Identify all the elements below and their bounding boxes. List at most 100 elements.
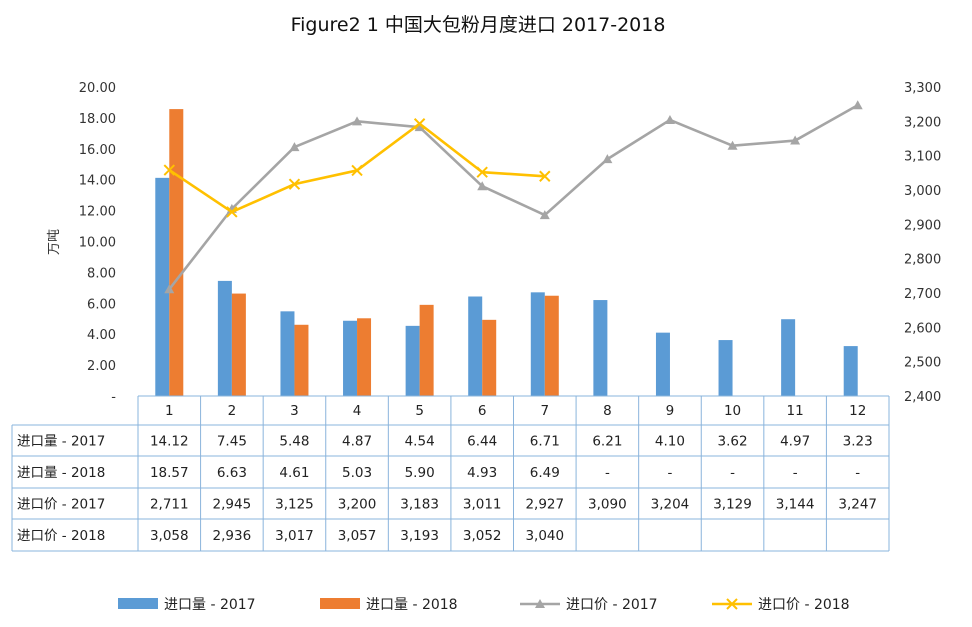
category-label: 11 xyxy=(787,403,804,419)
category-label: 12 xyxy=(849,403,866,419)
line-point-2017 xyxy=(727,140,738,150)
table-cell: 2,936 xyxy=(213,528,252,544)
bar-2017 xyxy=(718,340,733,396)
bar-2017 xyxy=(530,292,545,396)
legend-marker xyxy=(535,599,545,608)
category-label: 10 xyxy=(724,403,741,419)
table-cell: 14.12 xyxy=(150,434,189,450)
table-cell: 6.21 xyxy=(592,434,622,450)
table-cell: 3,129 xyxy=(713,497,752,513)
table-cell: 2,927 xyxy=(525,497,564,513)
table-cell: 4.97 xyxy=(780,434,810,450)
line-point-2018 xyxy=(539,170,551,182)
table-cell: 6.63 xyxy=(217,465,247,481)
bar-2018 xyxy=(357,318,372,396)
table-cell: - xyxy=(730,465,735,481)
y-right-tick-label: 2,400 xyxy=(904,390,941,405)
table-cell: 3,247 xyxy=(838,497,877,513)
y-right-tick-label: 3,300 xyxy=(904,81,941,96)
line-point-2018 xyxy=(413,118,426,130)
line-point-2017 xyxy=(414,122,425,132)
y-left-tick-label: 20.00 xyxy=(79,81,116,96)
line-series-2017 xyxy=(168,104,859,291)
table-cell: 3,058 xyxy=(150,528,189,544)
y-right-tick-label: 2,900 xyxy=(904,218,941,233)
y-axis-title: 万吨 xyxy=(47,229,62,255)
legend-label: 进口价 - 2018 xyxy=(758,597,850,613)
category-label: 8 xyxy=(603,403,612,419)
line-point-2017 xyxy=(164,284,175,294)
table-cell: 3.23 xyxy=(843,434,873,450)
chart-title: Figure2 1 中国大包粉月度进口 2017-2018 xyxy=(291,14,666,36)
y-right-tick-label: 3,100 xyxy=(904,150,941,165)
category-label: 3 xyxy=(290,403,299,419)
y-left-tick-label: 14.00 xyxy=(79,174,116,189)
line-point-2018 xyxy=(476,166,488,178)
table-cell: 3.62 xyxy=(718,434,748,450)
y-left-tick-label: 18.00 xyxy=(79,112,116,127)
y-left-tick-label: 16.00 xyxy=(79,143,116,158)
table-cell: 5.48 xyxy=(279,434,309,450)
bar-2018 xyxy=(419,304,434,396)
table-cell: 3,200 xyxy=(338,497,377,513)
line-point-2017 xyxy=(477,181,488,191)
table-cell: 2,945 xyxy=(213,497,252,513)
table-row-label: 进口量 - 2018 xyxy=(17,465,105,481)
table-cell: 5.03 xyxy=(342,465,372,481)
table-cell: 3,052 xyxy=(463,528,502,544)
table-cell: 3,193 xyxy=(400,528,439,544)
table-cell: 6.71 xyxy=(530,434,560,450)
bar-2018 xyxy=(294,324,309,396)
table-cell: 4.61 xyxy=(279,465,309,481)
category-label: 7 xyxy=(540,403,549,419)
bar-2017 xyxy=(343,320,358,396)
table-cell: 3,090 xyxy=(588,497,627,513)
bar-2017 xyxy=(280,311,295,396)
category-label: 6 xyxy=(478,403,487,419)
y-right-tick-label: 3,000 xyxy=(904,184,941,199)
table-cell: - xyxy=(793,465,798,481)
table-row-label: 进口价 - 2017 xyxy=(17,497,105,513)
table-cell: 18.57 xyxy=(150,465,189,481)
bar-2017 xyxy=(655,332,670,396)
line-point-2017 xyxy=(664,114,675,124)
table-cell: - xyxy=(605,465,610,481)
table-cell: 4.10 xyxy=(655,434,685,450)
table-cell: 5.90 xyxy=(405,465,435,481)
line-point-2017 xyxy=(289,142,300,152)
y-right-tick-label: 2,600 xyxy=(904,321,941,336)
legend-swatch xyxy=(118,598,158,609)
table-cell: 3,017 xyxy=(275,528,314,544)
line-point-2017 xyxy=(602,154,613,164)
line-point-2017 xyxy=(352,116,363,126)
table-cell: 3,057 xyxy=(338,528,377,544)
table-cell: 2,711 xyxy=(150,497,189,513)
category-label: 5 xyxy=(415,403,424,419)
table-cell: 6.44 xyxy=(467,434,497,450)
table-cell: 3,125 xyxy=(275,497,314,513)
table-cell: 4.54 xyxy=(405,434,435,450)
table-cell: 3,144 xyxy=(776,497,815,513)
bar-2018 xyxy=(169,109,184,396)
bar-2017 xyxy=(217,280,232,396)
line-point-2017 xyxy=(539,210,550,220)
legend-swatch xyxy=(320,598,360,609)
legend: 进口量 - 2017 进口量 - 2018 进口价 - 2017 进口价 - 2018 xyxy=(118,597,850,613)
line-point-2018 xyxy=(163,164,175,176)
y-right-tick-label: 2,800 xyxy=(904,253,941,268)
table-cell: - xyxy=(855,465,860,481)
y-right-tick-label: 2,700 xyxy=(904,287,941,302)
bar-2018 xyxy=(482,319,497,396)
table-cell: 6.49 xyxy=(530,465,560,481)
y-left-tick-label: 10.00 xyxy=(79,236,116,251)
category-label: 9 xyxy=(666,403,675,419)
y-right-tick-label: 3,200 xyxy=(904,115,941,130)
line-point-2017 xyxy=(852,100,863,110)
line-series-2018 xyxy=(168,122,545,214)
y-left-tick-label: 2.00 xyxy=(87,359,116,374)
table-cell: 3,040 xyxy=(525,528,564,544)
table-cell: - xyxy=(668,465,673,481)
table-cell: 3,183 xyxy=(400,497,439,513)
